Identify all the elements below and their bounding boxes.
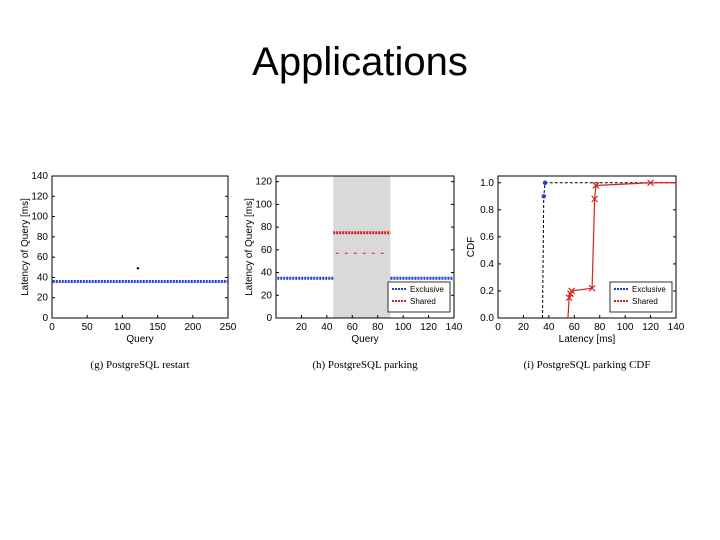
x-tick-label: 200 <box>184 322 201 333</box>
y-tick-label: 1.0 <box>480 178 494 189</box>
legend-label: Shared <box>632 297 658 306</box>
x-axis-label: Latency [ms] <box>559 334 616 345</box>
chart-caption: (h) PostgreSQL parking <box>312 359 418 371</box>
x-tick-label: 100 <box>395 322 412 333</box>
y-tick-label: 0.0 <box>480 313 494 324</box>
x-tick-label: 60 <box>347 322 359 333</box>
y-tick-label: 120 <box>255 177 272 188</box>
y-tick-label: 0 <box>42 313 48 324</box>
x-tick-label: 80 <box>594 322 606 333</box>
plot-frame <box>275 175 455 319</box>
data-point-shared <box>647 179 654 187</box>
y-tick-label: 20 <box>261 290 273 301</box>
y-tick-label: 0.6 <box>480 232 494 243</box>
y-tick-label: 20 <box>37 293 49 304</box>
y-tick-label: 0 <box>266 313 272 324</box>
x-tick-label: 0 <box>49 322 55 333</box>
x-tick-label: 0 <box>495 322 501 333</box>
y-tick-label: 60 <box>37 252 49 263</box>
x-tick-label: 20 <box>518 322 530 333</box>
x-tick-label: 120 <box>420 322 437 333</box>
x-tick-label: 40 <box>321 322 333 333</box>
data-point-shared <box>591 195 599 203</box>
series-line-exclusive <box>542 182 676 319</box>
x-tick-label: 150 <box>149 322 166 333</box>
y-tick-label: 0.2 <box>480 286 494 297</box>
x-tick-label: 80 <box>372 322 384 333</box>
x-tick-label: 20 <box>296 322 308 333</box>
y-axis-label: Latency of Query [ms] <box>20 198 31 296</box>
y-tick-label: 100 <box>255 199 272 210</box>
y-tick-label: 0.8 <box>480 205 494 216</box>
data-point-shared <box>588 284 596 292</box>
plot-frame <box>497 175 677 319</box>
x-tick-label: 140 <box>446 322 463 333</box>
x-tick-label: 120 <box>642 322 659 333</box>
y-axis-label: Latency of Query [ms] <box>244 198 255 296</box>
y-tick-label: 80 <box>37 232 49 243</box>
y-tick-label: 100 <box>31 212 48 223</box>
chart-caption: (i) PostgreSQL parking CDF <box>523 359 650 371</box>
plot-frame <box>51 175 229 319</box>
y-tick-label: 60 <box>261 245 273 256</box>
chart-caption: (g) PostgreSQL restart <box>90 359 189 371</box>
x-tick-label: 140 <box>668 322 685 333</box>
legend-label: Exclusive <box>410 285 444 294</box>
y-tick-label: 80 <box>261 222 273 233</box>
y-tick-label: 40 <box>37 272 49 283</box>
y-tick-label: 40 <box>261 268 273 279</box>
data-point-exclusive <box>541 194 546 199</box>
shaded-region <box>333 176 391 318</box>
y-tick-label: 0.4 <box>480 259 494 270</box>
legend-label: Shared <box>410 297 436 306</box>
x-tick-label: 40 <box>543 322 555 333</box>
x-tick-label: 50 <box>82 322 94 333</box>
data-point-exclusive <box>542 180 548 185</box>
x-tick-label: 60 <box>569 322 581 333</box>
data-point-shared <box>592 182 600 189</box>
y-axis-label: CDF <box>466 237 477 258</box>
x-tick-label: 100 <box>114 322 131 333</box>
slide-title: Applications <box>252 40 468 84</box>
x-axis-label: Query <box>126 334 153 345</box>
y-tick-label: 120 <box>31 191 48 202</box>
y-tick-label: 140 <box>31 171 48 182</box>
data-point-shared <box>565 294 573 302</box>
legend-label: Exclusive <box>632 285 666 294</box>
data-point-shared <box>568 287 576 295</box>
data-point <box>136 267 140 270</box>
legend-box <box>387 281 451 313</box>
x-axis-label: Query <box>351 334 378 345</box>
x-tick-label: 100 <box>617 322 634 333</box>
legend-box <box>609 281 673 313</box>
x-tick-label: 250 <box>220 322 237 333</box>
